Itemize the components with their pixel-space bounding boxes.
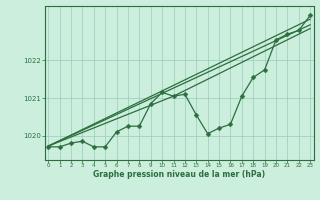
X-axis label: Graphe pression niveau de la mer (hPa): Graphe pression niveau de la mer (hPa) [93, 170, 265, 179]
